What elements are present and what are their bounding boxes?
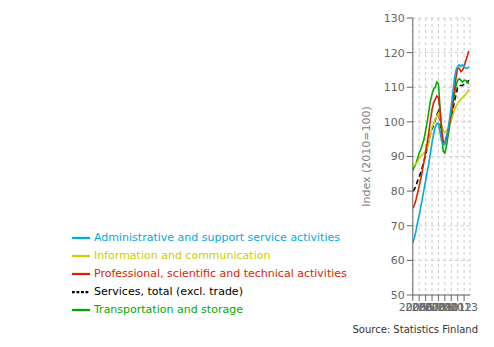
svg-text:100: 100 — [384, 116, 405, 129]
html-text:Services, total (excl. trade): Services, total (excl. trade) — [94, 285, 243, 298]
svg-text:70: 70 — [391, 220, 405, 233]
svg-text:60: 60 — [391, 254, 405, 267]
svg-text:110: 110 — [384, 81, 405, 94]
svg-text:120: 120 — [384, 47, 405, 60]
html-text:Professional, scientific and t: Professional, scientific and technical a… — [94, 267, 347, 280]
svg-text:2013: 2013 — [450, 301, 478, 314]
html-text:Information and communication: Information and communication — [94, 249, 271, 262]
svg-text:50: 50 — [391, 289, 405, 302]
html-text:Administrative and support ser: Administrative and support service activ… — [94, 231, 340, 244]
svg-text:Index (2010=100): Index (2010=100) — [360, 106, 373, 207]
svg-text:130: 130 — [384, 12, 405, 25]
svg-text:80: 80 — [391, 185, 405, 198]
html-text:Source: Statistics Finland: Source: Statistics Finland — [352, 324, 478, 335]
html-text:Transportation and storage: Transportation and storage — [94, 303, 243, 316]
svg-text:90: 90 — [391, 150, 405, 163]
